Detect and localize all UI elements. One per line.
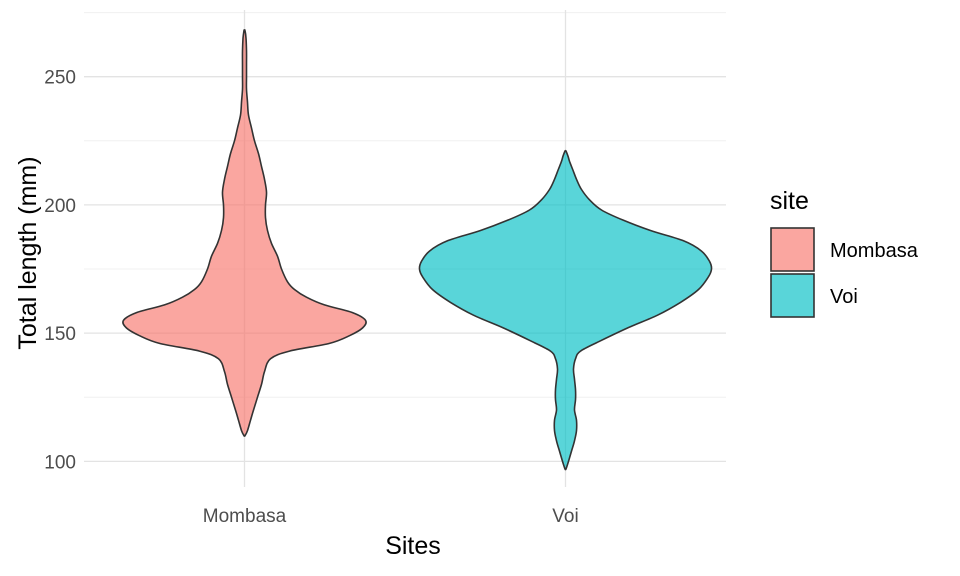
y-tick-label: 100 (44, 452, 76, 473)
legend-label: Voi (830, 286, 858, 308)
y-tick-label: 150 (44, 324, 76, 345)
x-axis: Mombasa Voi (203, 506, 579, 527)
x-axis-title: Sites (385, 532, 441, 560)
x-tick-label: Mombasa (203, 506, 287, 527)
legend-label: Mombasa (830, 240, 919, 262)
legend-title: site (770, 187, 809, 215)
violins (122, 29, 713, 471)
y-axis-title: Total length (mm) (14, 156, 42, 349)
x-tick-label: Voi (552, 506, 578, 527)
y-tick-label: 250 (44, 68, 76, 89)
legend: site Mombasa Voi (770, 187, 919, 318)
y-tick-label: 200 (44, 196, 76, 217)
y-axis: 100 150 200 250 (44, 68, 76, 474)
violin-voi (418, 149, 713, 471)
legend-key-voi (770, 273, 815, 318)
legend-key-mombasa (770, 227, 815, 272)
violin-mombasa (122, 29, 367, 437)
